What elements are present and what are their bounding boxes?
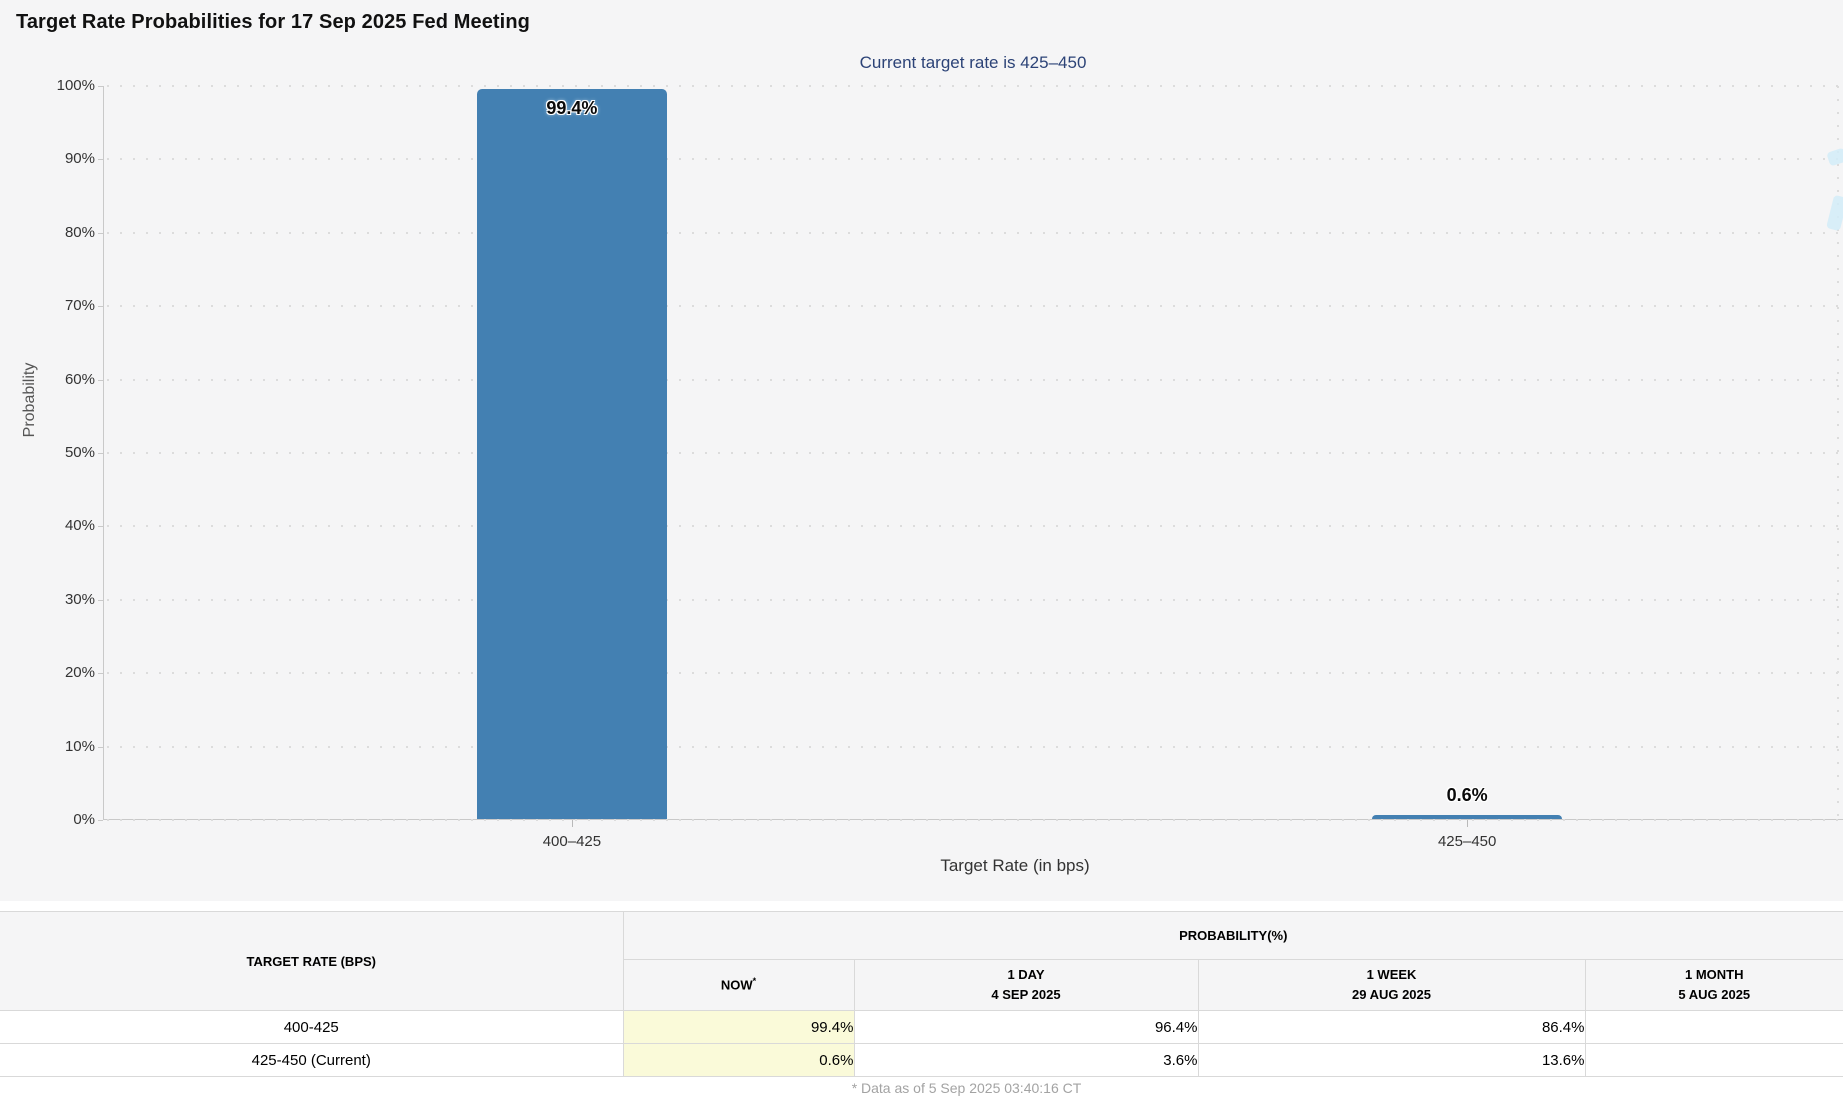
y-tick-mark — [98, 159, 103, 161]
y-gridline — [107, 378, 1839, 381]
x-tick-label: 400–425 — [542, 833, 602, 850]
y-tick-label: 40% — [64, 517, 95, 535]
y-tick-label: 10% — [64, 737, 95, 755]
y-tick-mark — [98, 232, 103, 234]
probability-table: TARGET RATE (BPS) PROBABILITY(%) NOW* 1 D… — [0, 911, 1843, 1077]
rate-cell: 400-425 — [0, 1010, 624, 1044]
y-gridline — [107, 745, 1839, 748]
x-tick-mark — [1467, 820, 1469, 827]
value-cell: 3.6% — [853, 1043, 1199, 1077]
y-tick-mark — [98, 673, 103, 675]
probability-bar[interactable] — [1372, 814, 1563, 819]
y-gridline — [107, 819, 1839, 821]
data-asof-footnote: * Data as of 5 Sep 2025 03:40:16 CT — [851, 1080, 1082, 1096]
y-tick-mark — [98, 306, 103, 308]
y-tick-mark — [98, 526, 103, 528]
y-tick-label: 90% — [64, 150, 95, 168]
y-tick-mark — [98, 86, 103, 87]
y-tick-label: 20% — [64, 664, 95, 682]
y-tick-label: 100% — [56, 77, 95, 94]
y-gridline — [107, 85, 1839, 87]
rate-cell: 425-450 (Current) — [0, 1043, 624, 1077]
y-gridline — [107, 525, 1839, 528]
x-tick-mark — [571, 820, 573, 827]
y-tick-mark — [98, 379, 103, 381]
y-tick-mark — [98, 599, 103, 601]
now-value-cell: 99.4% — [622, 1010, 855, 1044]
y-tick-label: 30% — [64, 590, 95, 608]
value-cell: 96.4% — [853, 1010, 1199, 1044]
y-tick-label: 0% — [73, 811, 95, 828]
y-tick-label: 50% — [64, 444, 95, 461]
bar-value-label: 99.4% — [546, 98, 598, 119]
period-column-header: 1 MONTH 5 AUG 2025 — [1584, 959, 1843, 1011]
y-tick-mark — [98, 746, 103, 748]
plot-area: 0% 10% 20% 30% 40% 50% 60% 70% 80% 90% 100% 99.4% 40… — [57, 77, 1843, 850]
y-gridline — [107, 305, 1839, 308]
target-rate-column-header: TARGET RATE (BPS) — [0, 911, 624, 1011]
probability-table-wrap: TARGET RATE (BPS) PROBABILITY(%) NOW* 1 D… — [0, 911, 1843, 1077]
y-tick-label: 80% — [64, 223, 95, 241]
bar-value-label: 0.6% — [1446, 784, 1488, 805]
table-row: 400-425 99.4% 96.4% 86.4% — [0, 1010, 1843, 1044]
value-cell: 13.6% — [1197, 1043, 1586, 1077]
period-column-header: 1 WEEK 29 AUG 2025 — [1197, 959, 1586, 1011]
chart-subtitle: Current target rate is 425–450 — [859, 53, 1087, 72]
y-tick-label: 60% — [64, 370, 95, 388]
y-gridline — [107, 231, 1839, 234]
y-axis-line — [103, 86, 104, 820]
value-cell — [1584, 1010, 1843, 1044]
x-tick-label: 425–450 — [1437, 833, 1497, 850]
value-cell: 86.4% — [1197, 1010, 1586, 1044]
y-gridline — [107, 672, 1839, 675]
chart-title: Target Rate Probabilities for 17 Sep 202… — [16, 11, 530, 33]
probability-group-header: PROBABILITY(%) — [622, 911, 1843, 960]
x-axis-label: Target Rate (in bps) — [940, 856, 1090, 875]
now-value-cell: 0.6% — [622, 1043, 855, 1077]
y-tick-mark — [98, 453, 103, 454]
period-column-header: NOW* — [623, 959, 855, 1011]
chart-panel: Target Rate Probabilities for 17 Sep 202… — [16, 11, 1843, 875]
value-cell — [1584, 1043, 1843, 1077]
y-gridline — [107, 452, 1839, 454]
period-column-header: 1 DAY 4 SEP 2025 — [853, 959, 1199, 1011]
probability-bar[interactable] — [476, 89, 667, 819]
y-gridline — [107, 598, 1839, 601]
y-tick-label: 70% — [64, 297, 95, 315]
y-gridline — [107, 158, 1839, 161]
y-tick-mark — [98, 820, 103, 821]
table-row: 425-450 (Current) 0.6% 3.6% 13.6% — [0, 1043, 1843, 1077]
